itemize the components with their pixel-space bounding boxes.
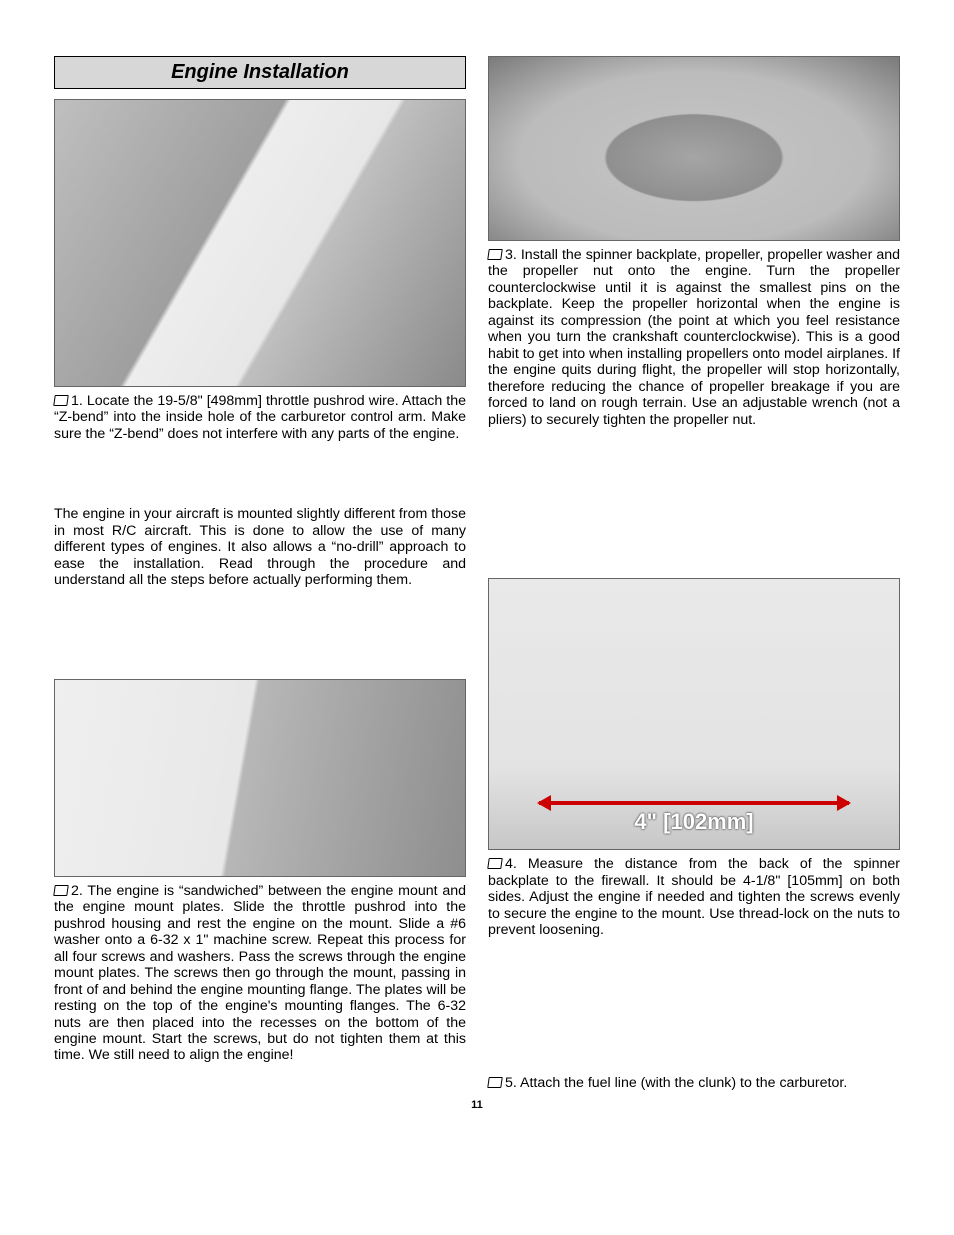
figure-engine-top: engine photo [54,679,466,877]
intro-paragraph: The engine in your aircraft is mounted s… [54,506,466,588]
step-3: 3. Install the spinner backplate, propel… [488,247,900,428]
checkbox-icon [53,885,69,896]
spacer [54,442,466,506]
figure-engine-side: engine photo [54,99,466,387]
checkbox-icon [53,395,69,406]
step-4: 4. Measure the distance from the back of… [488,856,900,938]
left-column: Engine Installation engine photo 1. Loca… [54,56,466,1091]
step-3-text: 3. Install the spinner backplate, propel… [488,247,900,428]
dimension-arrow-icon [539,801,849,805]
step-1: 1. Locate the 19-5/8" [498mm] throttle p… [54,393,466,442]
step-5-text: 5. Attach the fuel line (with the clunk)… [505,1075,847,1091]
step-1-text: 1. Locate the 19-5/8" [498mm] throttle p… [54,393,466,442]
two-column-layout: Engine Installation engine photo 1. Loca… [54,56,900,1091]
spacer [488,939,900,1069]
spacer [488,428,900,578]
dimension-label: 4" [102mm] [634,809,753,835]
figure-engine-dimension: 4" [102mm] [488,578,900,850]
spacer [54,589,466,679]
figure-propeller-front: propeller photo [488,56,900,241]
step-2-text: 2. The engine is “sandwiched” between th… [54,883,466,1064]
checkbox-icon [487,249,503,260]
page: Engine Installation engine photo 1. Loca… [0,0,954,1141]
section-title: Engine Installation [55,61,465,84]
right-column: propeller photo 3. Install the spinner b… [488,56,900,1091]
checkbox-icon [487,858,503,869]
step-5: 5. Attach the fuel line (with the clunk)… [488,1075,900,1091]
step-2: 2. The engine is “sandwiched” between th… [54,883,466,1064]
step-4-text: 4. Measure the distance from the back of… [488,856,900,938]
page-number: 11 [54,1099,900,1111]
checkbox-icon [487,1077,503,1088]
section-title-box: Engine Installation [54,56,466,89]
